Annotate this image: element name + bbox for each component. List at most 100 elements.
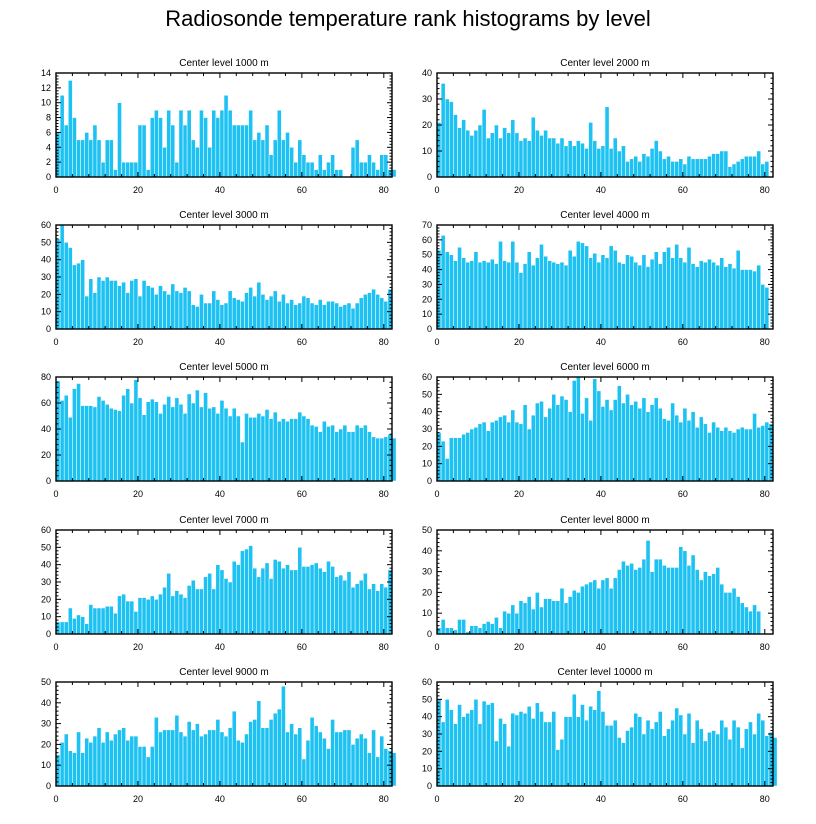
histogram-bar [342, 424, 348, 482]
histogram-bar [469, 135, 475, 178]
x-tick-label: 80 [760, 185, 770, 195]
histogram-bar [502, 260, 507, 330]
histogram-bar [293, 304, 299, 330]
histogram-bar [535, 702, 540, 787]
histogram-bar [268, 719, 274, 787]
histogram-bar [125, 388, 131, 482]
histogram-bar [309, 564, 315, 635]
histogram-bar [125, 161, 131, 178]
histogram-bar [272, 712, 278, 787]
histogram-bar [133, 278, 139, 330]
histogram-bar [764, 735, 770, 787]
histogram-bar [641, 558, 647, 635]
histogram-bar [543, 416, 548, 482]
histogram-bar [154, 294, 159, 330]
x-tick-label: 80 [379, 337, 389, 347]
histogram-bar [449, 254, 454, 330]
y-tick-label: 60 [422, 372, 432, 382]
histogram-bar [469, 625, 475, 635]
histogram-bar [744, 428, 749, 482]
histogram-bar [690, 554, 696, 635]
histogram-bar [596, 587, 602, 635]
histogram-bar [80, 752, 85, 787]
histogram-bar [551, 711, 557, 787]
histogram-bar [641, 254, 647, 330]
histogram-bar [580, 413, 585, 482]
histogram-bar [154, 401, 159, 482]
histogram-bar [539, 244, 544, 330]
y-tick-label: 0 [46, 324, 51, 334]
histogram-bar [379, 154, 385, 178]
histogram-bar [289, 418, 294, 482]
histogram-bar [281, 139, 286, 178]
histogram-bar [666, 247, 671, 330]
histogram-bar [518, 272, 524, 330]
histogram-bar [764, 161, 770, 178]
histogram-bar [690, 158, 696, 178]
histogram-bar [440, 440, 446, 482]
histogram-bar [678, 257, 684, 330]
histogram-bar [698, 260, 704, 330]
y-tick-label: 20 [41, 594, 51, 604]
histogram-bar [186, 109, 192, 178]
x-tick-label: 20 [133, 489, 143, 499]
histogram-bar [330, 424, 335, 482]
histogram-bar [236, 415, 241, 482]
histogram-bar [674, 567, 680, 635]
histogram-bar [596, 390, 602, 482]
histogram-bar [518, 423, 524, 482]
histogram-bar [653, 721, 659, 787]
histogram-bar [231, 560, 237, 635]
histogram-bar [104, 139, 110, 178]
histogram-bar [744, 155, 749, 178]
histogram-bar [59, 400, 65, 482]
histogram-bar [514, 261, 520, 330]
histogram-bar [719, 583, 725, 635]
histogram-bar [195, 306, 200, 330]
histogram-bar [317, 567, 323, 635]
histogram-bar [678, 714, 684, 787]
histogram-bar [285, 302, 290, 330]
y-tick-label: 50 [422, 250, 432, 260]
histogram-bar [350, 586, 356, 635]
x-tick-label: 80 [760, 794, 770, 804]
histogram-bar [84, 737, 90, 787]
histogram-bar [330, 301, 335, 330]
histogram-bar [383, 586, 389, 635]
histogram-bar [518, 711, 524, 787]
histogram-bar [715, 733, 720, 787]
histogram-bar [498, 627, 503, 635]
histogram-bar [604, 399, 610, 482]
histogram-bar [608, 409, 614, 482]
histogram-bar [59, 742, 65, 787]
histogram-bar [113, 612, 118, 635]
histogram-bar [686, 155, 692, 178]
panel-title: Center level 2000 m [560, 58, 650, 69]
histogram-bar [592, 378, 598, 482]
histogram-bar [694, 569, 700, 635]
histogram-bar [633, 712, 639, 787]
histogram-bar [141, 124, 147, 178]
histogram-bar [625, 730, 630, 787]
histogram-bar [326, 748, 331, 787]
y-tick-label: 40 [422, 407, 432, 417]
histogram-bar [526, 706, 532, 787]
x-tick-label: 0 [53, 794, 58, 804]
histogram-bar [149, 746, 155, 787]
histogram-bar [219, 569, 225, 635]
histogram-bar [350, 744, 356, 787]
histogram-bar [272, 411, 278, 482]
histogram-bar [485, 261, 491, 330]
histogram-bar [375, 437, 380, 482]
histogram-bar [584, 245, 589, 330]
histogram-bar [584, 719, 589, 787]
x-tick-label: 80 [760, 642, 770, 652]
histogram-bar [358, 733, 364, 787]
x-tick-label: 0 [434, 642, 439, 652]
histogram-bar [88, 742, 94, 787]
histogram-bar [461, 433, 466, 482]
histogram-bar [629, 563, 634, 635]
histogram-bar [141, 414, 147, 482]
histogram-bar [84, 405, 90, 482]
histogram-bar [535, 592, 540, 635]
